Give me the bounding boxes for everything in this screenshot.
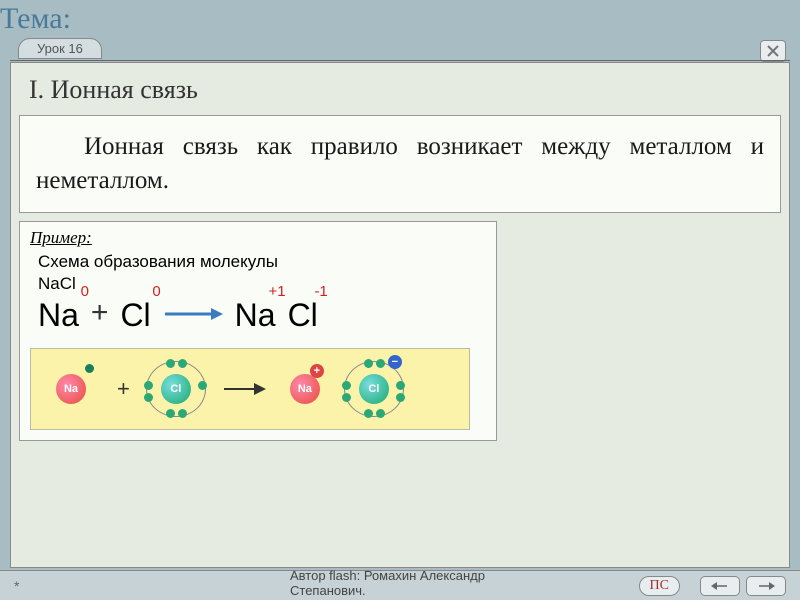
diagram-arrow-icon bbox=[222, 379, 266, 399]
ps-button[interactable]: ПС bbox=[639, 576, 680, 596]
main-content: I. Ионная связь Ионная связь как правило… bbox=[10, 62, 790, 568]
definition-text: Ионная связь как правило возникает между… bbox=[36, 133, 764, 194]
charge-na-plus1: +1 bbox=[268, 283, 285, 300]
ion-plus-sign: + bbox=[310, 364, 324, 378]
na-ion-label: Na bbox=[298, 383, 312, 395]
cl-core-label: Cl bbox=[170, 383, 181, 395]
scheme-text-1: Схема образования молекулы bbox=[38, 252, 486, 272]
footer-bar: * Автор flash: Ромахин Александр Степано… bbox=[0, 570, 800, 600]
example-box: Пример: Схема образования молекулы Na Cl … bbox=[19, 221, 497, 441]
definition-box: Ионная связь как правило возникает между… bbox=[19, 115, 781, 213]
atom-na-neutral: Na bbox=[41, 359, 101, 419]
elem-cl-right: Cl -1 bbox=[288, 297, 318, 334]
divider bbox=[10, 60, 790, 61]
molecule-diagram: Na + Cl bbox=[30, 348, 470, 430]
next-button[interactable] bbox=[746, 576, 786, 596]
atom-na-ion: Na + bbox=[282, 366, 328, 412]
formula-row: Na 0 + Cl 0 Na +1 Cl -1 bbox=[38, 296, 486, 334]
section-title: I. Ионная связь bbox=[11, 63, 789, 115]
diagram-plus: + bbox=[117, 376, 130, 402]
charge-cl-0: 0 bbox=[152, 283, 160, 300]
close-button[interactable] bbox=[760, 40, 786, 62]
plus-sign: + bbox=[91, 296, 109, 330]
elem-cl-left: Cl 0 bbox=[120, 297, 150, 334]
scheme-text-2: NaCl bbox=[38, 274, 486, 294]
lesson-tab[interactable]: Урок 16 bbox=[18, 38, 102, 59]
arrow-right-icon bbox=[757, 581, 775, 591]
ion-minus-sign: − bbox=[388, 355, 402, 369]
arrow-left-icon bbox=[711, 581, 729, 591]
elem-na-right: Na +1 bbox=[235, 297, 276, 334]
close-icon bbox=[766, 44, 780, 58]
arrow-icon bbox=[163, 304, 223, 324]
na-core-label: Na bbox=[64, 383, 78, 395]
atom-cl-ion: Cl − bbox=[344, 359, 404, 419]
charge-na-0: 0 bbox=[81, 283, 89, 300]
atom-cl-neutral: Cl bbox=[146, 359, 206, 419]
charge-cl-minus1: -1 bbox=[314, 283, 327, 300]
footnote-marker: * bbox=[14, 578, 19, 594]
prev-button[interactable] bbox=[700, 576, 740, 596]
topic-label: Тема: bbox=[0, 2, 71, 36]
cl-ion-label: Cl bbox=[368, 383, 379, 395]
elem-na-left: Na 0 bbox=[38, 297, 79, 334]
example-label: Пример: bbox=[30, 228, 486, 248]
author-credit: Автор flash: Ромахин Александр Степанови… bbox=[290, 569, 485, 598]
